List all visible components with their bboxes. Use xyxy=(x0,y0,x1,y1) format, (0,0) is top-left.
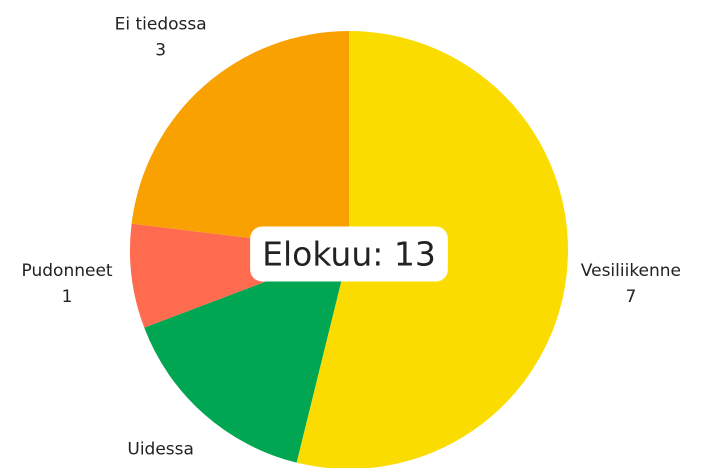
slice-value: 2 xyxy=(155,466,166,468)
pie-slice xyxy=(131,31,349,250)
labels: Vesiliikenne 7 Uidessa 2 Pudonneet 1 Ei tiedos… xyxy=(22,14,682,468)
slice-label: Ei tiedossa xyxy=(115,14,207,34)
slice-label: Pudonneet xyxy=(22,261,113,281)
slice-label: Vesiliikenne xyxy=(581,261,681,281)
slice-value: 7 xyxy=(626,287,637,307)
pie-slice xyxy=(144,250,349,463)
slice-value: 3 xyxy=(155,40,166,60)
slice-value: 1 xyxy=(62,287,73,307)
center-label-box xyxy=(250,226,448,282)
center-label: Elokuu: 13 xyxy=(262,235,436,274)
slice-label: Uidessa xyxy=(127,440,194,460)
